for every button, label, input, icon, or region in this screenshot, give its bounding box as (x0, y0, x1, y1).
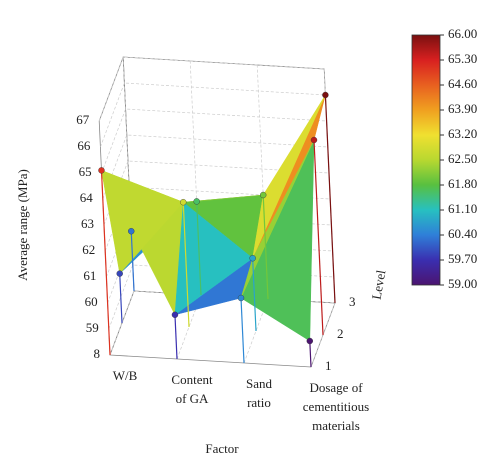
grid-line (176, 60, 202, 360)
z-axis-title: Average range (MPa) (15, 169, 30, 281)
data-point (171, 311, 179, 318)
colorbar-tick-label: 59.00 (448, 276, 477, 291)
data-point (249, 255, 256, 262)
grid-line (100, 82, 326, 148)
z-tick-label: 61 (83, 268, 96, 283)
colorbar-tick-label: 63.90 (448, 101, 477, 116)
x-tick-label: Dosage of cementitious materials (303, 380, 369, 433)
drop-line (240, 297, 245, 364)
z-tick-label: 60 (85, 294, 98, 309)
drop-line (313, 139, 324, 336)
z-tick-label: 65 (79, 164, 92, 179)
colorbar-tick-label: 64.60 (448, 76, 477, 91)
data-point (193, 198, 200, 205)
grid-line (109, 56, 135, 356)
data-point (116, 270, 123, 277)
colorbar-tick-label: 61.80 (448, 176, 477, 191)
colorbar-tick-label: 60.40 (448, 226, 477, 241)
colorbar-tick-label: 59.70 (448, 251, 477, 266)
drop-line (309, 340, 312, 368)
z-tick-label: 64 (80, 190, 94, 205)
drop-line (196, 201, 202, 296)
drop-line (182, 202, 190, 328)
y-tick-label: 1 (325, 358, 332, 373)
surface-patch (101, 170, 184, 275)
data-point (180, 198, 187, 206)
x-tick-label: Content of GA (171, 372, 213, 406)
colorbar (411, 34, 441, 286)
colorbar-tick-label: 61.10 (448, 201, 477, 216)
z-tick-label: 67 (76, 112, 90, 127)
data-point (322, 91, 329, 99)
z-tick-label: 8 (94, 346, 101, 361)
drop-line (119, 273, 123, 324)
surface-patch (240, 139, 315, 299)
surface-patch (252, 94, 326, 259)
colorbar-tick-label: 63.20 (448, 126, 477, 141)
surface-patch (183, 194, 264, 203)
data-point (128, 227, 135, 235)
drop-line (100, 170, 111, 356)
z-tick-label: 66 (77, 138, 91, 153)
x-axis-title: Factor (205, 441, 239, 456)
data-point (237, 294, 245, 302)
y-tick-label: 3 (349, 294, 356, 309)
data-point (310, 136, 318, 144)
drop-line (174, 314, 178, 360)
x-tick-label: Sand ratio (246, 376, 273, 410)
data-point (260, 191, 267, 199)
drop-line (252, 258, 257, 332)
data-point (98, 167, 105, 174)
z-tick-label: 62 (82, 242, 95, 257)
colorbar-tick-label: 66.00 (448, 26, 477, 41)
x-tick-label: W/B (113, 368, 138, 383)
z-tick-label: 63 (81, 216, 94, 231)
drop-line (130, 231, 135, 292)
drop-line (324, 94, 336, 304)
grid-line (310, 68, 336, 368)
colorbar-tick-label: 62.50 (448, 151, 477, 166)
grid-line (243, 64, 269, 364)
z-tick-label: 59 (86, 320, 99, 335)
surface-patch (174, 201, 254, 316)
drop-line (262, 194, 269, 300)
colorbar-tick-label: 65.30 (448, 51, 477, 66)
data-point (306, 337, 313, 345)
y-axis-title: Level (369, 268, 389, 300)
y-tick-label: 2 (337, 326, 344, 341)
